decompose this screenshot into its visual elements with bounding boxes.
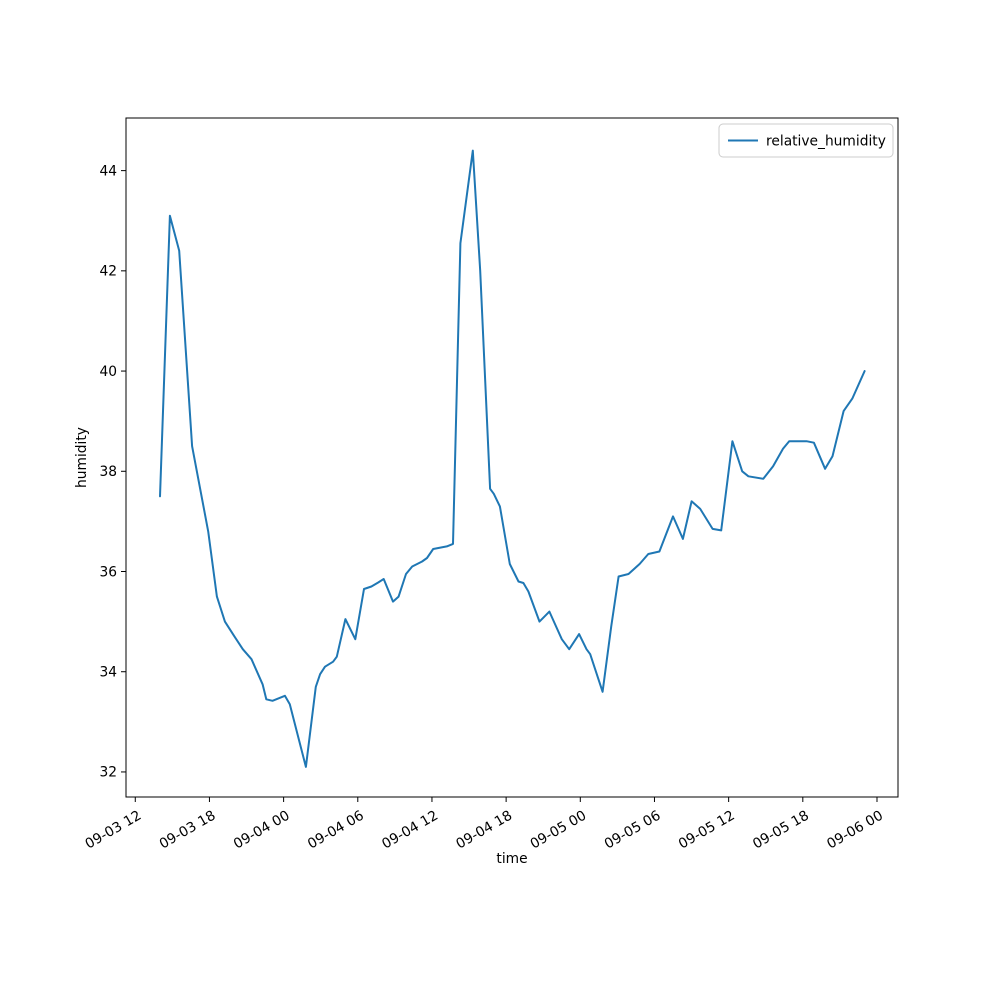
y-tick-label: 38: [99, 464, 117, 480]
x-tick-label: 09-05 06: [602, 808, 664, 853]
y-tick-label: 36: [99, 564, 117, 580]
legend-label: relative_humidity: [766, 134, 886, 150]
x-axis-label: time: [496, 851, 527, 867]
x-tick-label: 09-03 18: [157, 808, 219, 853]
x-tick-label: 09-05 12: [676, 808, 738, 853]
y-tick-label: 32: [99, 765, 117, 781]
y-tick-label: 44: [99, 163, 117, 179]
y-tick-label: 34: [99, 665, 117, 681]
x-tick-label: 09-05 18: [750, 808, 812, 853]
relative-humidity-line: [159, 149, 866, 768]
x-tick-label: 09-04 06: [305, 808, 367, 853]
legend-box: [718, 123, 894, 158]
x-tick-label: 09-03 12: [83, 808, 145, 853]
y-tick-label: 42: [99, 264, 117, 280]
x-tick-label: 09-06 00: [824, 808, 886, 853]
x-tick-label: 09-04 18: [453, 808, 515, 853]
y-axis-label: humidity: [74, 427, 90, 488]
y-tick-label: 40: [99, 364, 117, 380]
x-tick-label: 09-05 00: [528, 808, 590, 853]
legend: relative_humidity: [718, 123, 894, 158]
x-tick-label: 09-04 00: [231, 808, 293, 853]
x-tick-label: 09-04 12: [379, 808, 441, 853]
plot-area: [125, 117, 899, 798]
